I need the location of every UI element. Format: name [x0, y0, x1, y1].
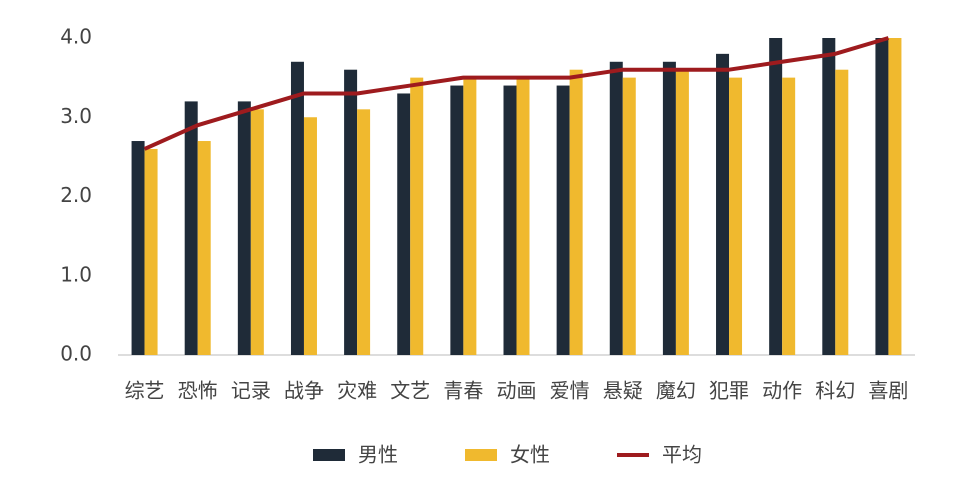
bar — [250, 109, 264, 355]
bar — [344, 69, 358, 355]
y-tick-label: 3.0 — [60, 104, 92, 128]
legend-label: 女性 — [510, 443, 550, 467]
bar — [569, 69, 583, 355]
legend-swatch — [313, 449, 345, 461]
bar — [397, 93, 411, 355]
y-tick-label: 0.0 — [60, 342, 92, 366]
x-tick-label: 青春 — [443, 379, 483, 403]
bar — [729, 77, 743, 355]
bar — [556, 85, 570, 356]
bar — [357, 109, 371, 355]
legend-label: 平均 — [662, 443, 702, 467]
bar — [662, 61, 676, 356]
x-tick-label: 恐怖 — [178, 379, 218, 403]
bar — [184, 101, 198, 356]
bar — [835, 69, 849, 355]
y-tick-label: 1.0 — [60, 262, 92, 286]
bar — [609, 61, 623, 356]
bar — [410, 77, 424, 355]
bar — [875, 38, 889, 355]
bar — [675, 69, 689, 355]
bar — [450, 85, 464, 356]
x-tick-label: 悬疑 — [603, 379, 643, 403]
bar — [131, 141, 145, 355]
x-tick-label: 科幻 — [815, 379, 855, 403]
bar — [463, 77, 477, 355]
y-tick-label: 4.0 — [60, 25, 92, 49]
bar — [237, 101, 251, 356]
x-tick-label: 文艺 — [390, 379, 430, 403]
x-tick-label: 记录 — [231, 379, 271, 403]
bar — [503, 85, 517, 356]
average-line — [143, 36, 890, 151]
x-tick-label: 喜剧 — [868, 379, 908, 403]
bar — [888, 38, 902, 355]
x-tick-label: 动画 — [497, 379, 537, 403]
x-tick-label: 犯罪 — [709, 379, 749, 403]
bar — [782, 77, 796, 355]
x-tick-label: 动作 — [762, 379, 802, 403]
bar — [716, 53, 730, 355]
legend-swatch — [465, 449, 497, 461]
bar — [144, 148, 158, 355]
y-tick-label: 2.0 — [60, 183, 92, 207]
x-tick-label: 魔幻 — [656, 379, 696, 403]
x-tick-label: 灾难 — [337, 379, 377, 403]
x-tick-label: 爱情 — [550, 379, 590, 403]
bar — [197, 141, 211, 355]
bar — [769, 38, 783, 355]
bar — [622, 77, 636, 355]
legend-label: 男性 — [358, 443, 398, 467]
x-tick-label: 综艺 — [125, 379, 165, 403]
bar — [822, 38, 836, 355]
bar — [290, 61, 304, 356]
bar — [303, 117, 317, 355]
x-tick-label: 战争 — [284, 379, 324, 403]
bar — [516, 77, 530, 355]
